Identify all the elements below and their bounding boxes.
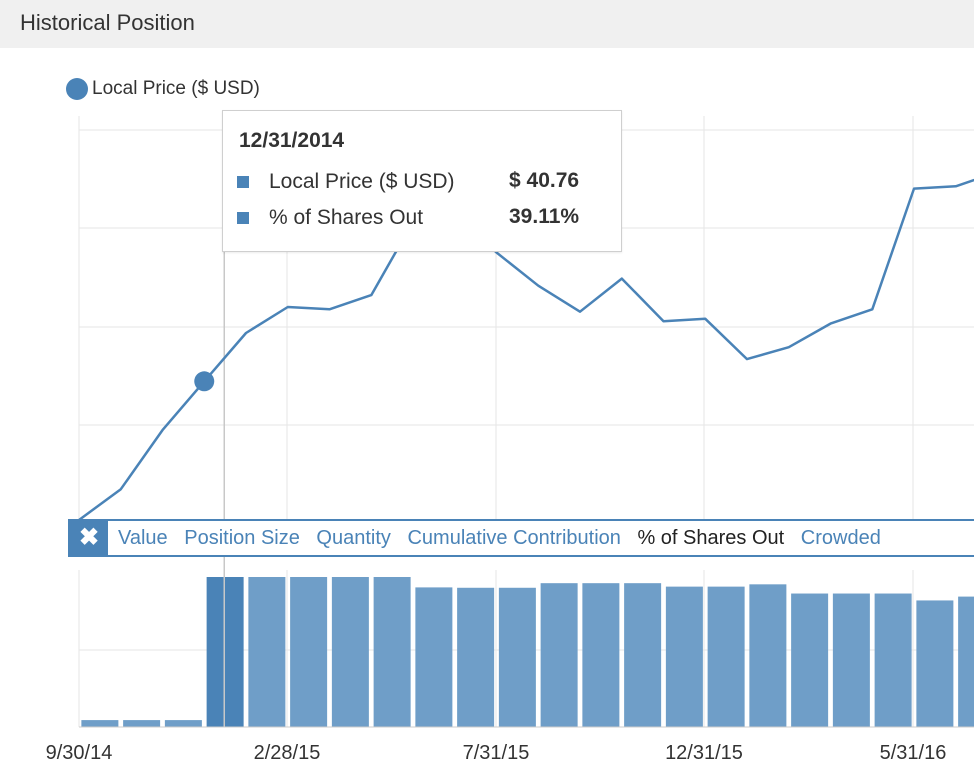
bar [791,593,829,727]
tooltip-series-value: $ 40.76 [509,169,580,192]
bar [498,587,536,727]
highlight-point [194,371,215,392]
x-tick-label: 5/31/16 [880,742,947,764]
metric-options: Value Position Size Quantity Cumulative … [118,527,892,550]
x-tick-label: 2/28/15 [254,742,321,764]
metric-option-shares-out[interactable]: % of Shares Out [637,527,785,549]
x-tick-label: 7/31/15 [463,742,530,764]
chart-legend[interactable]: Local Price ($ USD) [66,77,260,101]
bar [832,593,870,727]
close-icon[interactable]: ✖ [70,521,108,555]
tooltip-date: 12/31/2014 [239,129,345,152]
metric-option-quantity[interactable]: Quantity [316,527,391,549]
metric-option-cumulative-contribution[interactable]: Cumulative Contribution [407,527,621,549]
bar [624,583,662,727]
bar [457,587,495,727]
tooltip-series-value: 39.11% [509,205,580,228]
bar [81,720,119,727]
metric-toolbar: ✖ Value Position Size Quantity Cumulativ… [68,519,974,557]
bar [248,577,286,727]
bar [415,587,453,727]
bar [749,584,787,727]
metric-option-position-size[interactable]: Position Size [184,527,300,549]
tooltip-series-name: % of Shares Out [269,206,424,229]
price-line [78,178,974,522]
chart-tooltip: 12/31/2014 Local Price ($ USD) $ 40.76 %… [222,110,622,252]
tooltip-swatch [237,176,249,188]
metric-option-value[interactable]: Value [118,527,168,549]
bar [373,577,411,727]
bar [206,577,244,727]
legend-label: Local Price ($ USD) [92,78,260,99]
tooltip-series-name: Local Price ($ USD) [269,170,455,193]
metric-option-crowded[interactable]: Crowded [800,527,881,549]
tooltip-row-shares: % of Shares Out [237,205,423,231]
x-tick-label: 9/30/14 [46,742,113,764]
bar [331,577,369,727]
bar [540,583,578,727]
tooltip-swatch [237,212,249,224]
legend-marker [66,78,88,100]
bar [958,596,974,727]
bar [290,577,328,727]
bar [665,586,703,727]
section-header: Historical Position [0,0,974,48]
bar [874,593,912,727]
bar [123,720,161,727]
x-tick-label: 12/31/15 [665,742,743,764]
bar [707,586,745,727]
tooltip-row-price: Local Price ($ USD) [237,169,455,195]
section-title: Historical Position [20,10,195,35]
bar [582,583,620,727]
bar [164,720,202,727]
bar [916,600,954,727]
